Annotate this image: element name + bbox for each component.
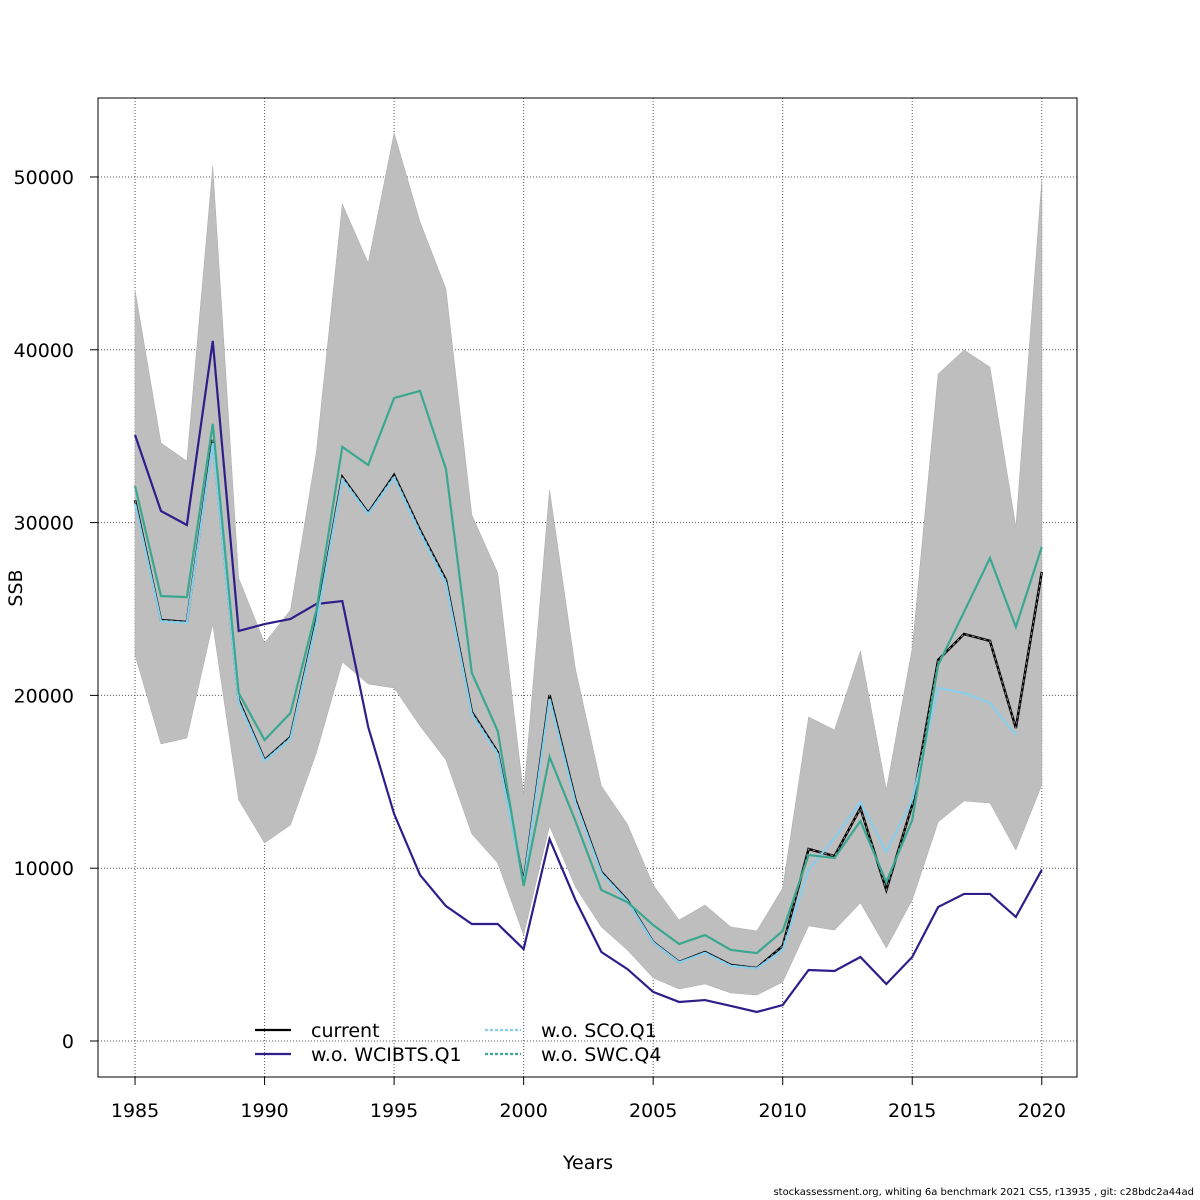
series-lines [133,340,1044,1014]
confidence-band-area [134,132,1043,996]
y-tick-label: 20000 [14,685,74,707]
series-line-w-o-swc-q4 [133,389,1043,955]
y-tick-label: 0 [62,1031,74,1053]
y-tick-label: 10000 [14,858,74,880]
x-axis-label: Years [562,1152,613,1174]
series-line-w-o-sco-q1 [133,442,1017,970]
x-tick-label: 2000 [499,1100,547,1122]
y-tick-label: 50000 [14,167,74,189]
legend-label: w.o. SWC.Q4 [541,1044,661,1066]
x-tick-label: 2005 [629,1100,677,1122]
x-tick-label: 2020 [1018,1100,1066,1122]
x-tick-label: 1990 [240,1100,288,1122]
legend-label: w.o. WCIBTS.Q1 [311,1044,462,1066]
x-tick-label: 2015 [888,1100,936,1122]
y-axis-label: SSB [5,569,27,606]
x-tick-label: 1985 [111,1100,159,1122]
x-tick-label: 2010 [759,1100,807,1122]
footer-credit: stockassessment.org, whiting 6a benchmar… [773,1187,1194,1198]
y-axis: 0 10000 20000 30000 40000 50000 [14,167,98,1053]
series-line-w-o-wcibts-q1 [134,340,1043,1014]
legend-label: current [311,1020,380,1042]
legend-label: w.o. SCO.Q1 [541,1020,657,1042]
plot-frame [97,97,1078,1078]
x-tick-label: 1995 [370,1100,418,1122]
y-tick-label: 40000 [14,340,74,362]
confidence-band [134,132,1043,996]
y-tick-label: 30000 [14,513,74,535]
x-axis: 1985 1990 1995 2000 2005 2010 2015 2020 [111,1077,1066,1122]
